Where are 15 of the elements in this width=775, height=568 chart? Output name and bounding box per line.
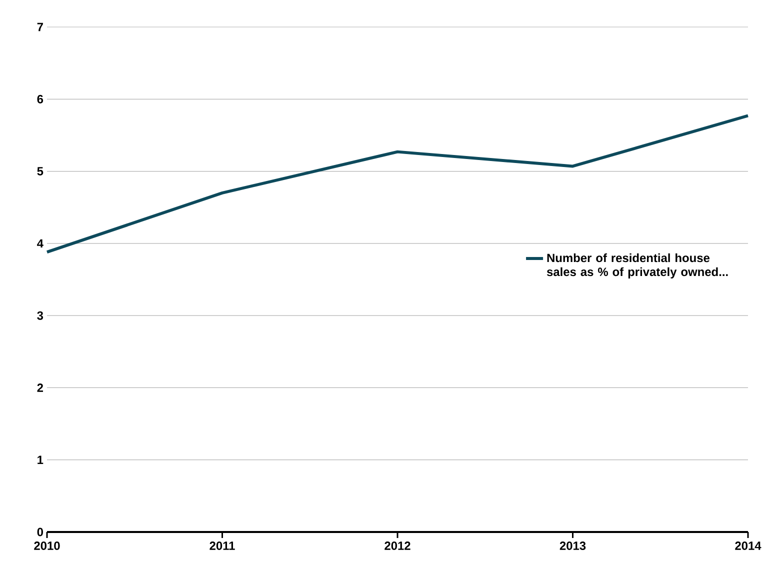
x-tick-label: 2012: [384, 542, 410, 550]
y-tick-label: 6: [37, 94, 44, 104]
y-tick-label: 0: [37, 528, 43, 536]
x-tick-label: 2014: [735, 542, 762, 550]
x-tick-label: 2011: [210, 542, 235, 550]
x-tick-label: 2013: [560, 542, 586, 550]
y-tick-label: 4: [37, 239, 44, 248]
x-tick-label: 2010: [34, 542, 60, 550]
legend-label: Number of residential house sales as % of privately owned...: [546, 253, 728, 278]
y-tick-label: 1: [38, 456, 44, 464]
y-tick-label: 5: [37, 167, 44, 176]
y-tick-label: 2: [37, 384, 44, 392]
y-tick-label: 3: [37, 311, 44, 320]
y-tick-label: 7: [37, 22, 43, 32]
line-series: [46, 114, 750, 254]
